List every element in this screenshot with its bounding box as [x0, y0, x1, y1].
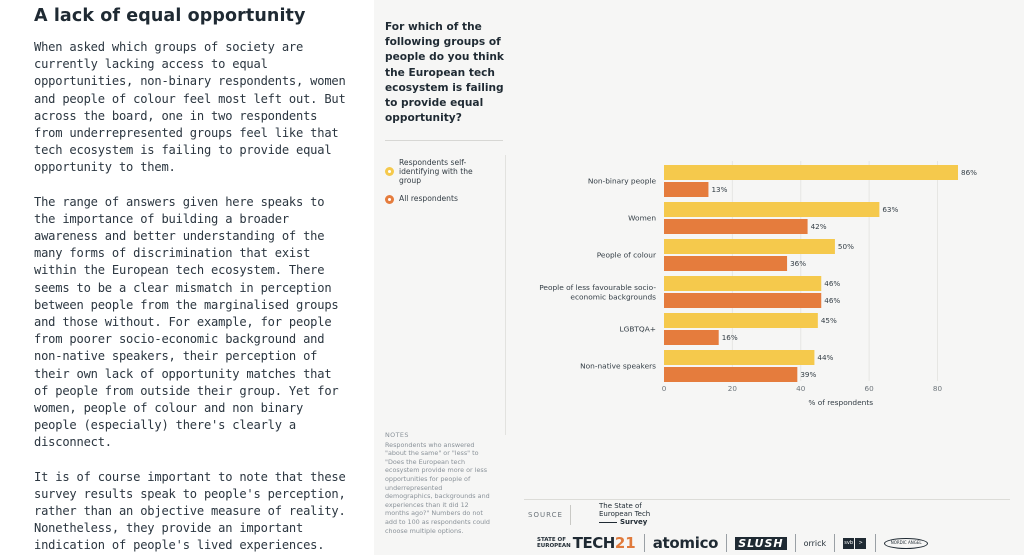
- bar-all-respondents: [664, 330, 719, 345]
- x-tick-label: 80: [933, 384, 943, 393]
- data-label: 42%: [811, 222, 827, 231]
- question-divider: [385, 140, 503, 141]
- chart-question: For which of the following groups of peo…: [385, 21, 504, 125]
- data-label: 46%: [824, 296, 840, 305]
- category-label: People of less favourable socio-economic…: [539, 283, 656, 302]
- legend-divider: [505, 155, 506, 435]
- survey-logo-line-3: Survey: [620, 518, 648, 526]
- logo-separator: [834, 534, 836, 552]
- bar-all-respondents: [664, 256, 788, 271]
- x-tick-label: 20: [728, 384, 738, 393]
- sotet-num: 21: [614, 534, 636, 552]
- bar-chart: Non-binary people 86% 13% Women 63% 42% People…: [539, 161, 977, 407]
- x-tick-label: 60: [865, 384, 875, 393]
- logo-separator: [875, 534, 877, 552]
- legend-item-self-identifying: Respondents self-identifying with the gr…: [385, 158, 495, 186]
- bar-self-identifying: [664, 239, 835, 254]
- data-label: 46%: [824, 279, 840, 288]
- category-label: Non-native speakers: [580, 362, 656, 371]
- bar-self-identifying: [664, 276, 822, 291]
- article-title: A lack of equal opportunity: [34, 6, 306, 26]
- data-label: 63%: [882, 205, 898, 214]
- nordic-angel-logo: NORDIC ANGEL: [884, 537, 929, 549]
- svb-arrow-icon: >: [855, 537, 867, 549]
- survey-logo-line-2: European Tech: [599, 510, 651, 518]
- sotet-big: TECH: [572, 534, 616, 552]
- bar-self-identifying: [664, 313, 818, 328]
- data-label: 13%: [711, 185, 727, 194]
- svb-mark: svb: [843, 537, 855, 549]
- data-label: 86%: [961, 168, 977, 177]
- bar-self-identifying: [664, 202, 880, 217]
- legend-item-all-respondents: All respondents: [385, 194, 495, 204]
- source-label: SOURCE: [528, 511, 563, 519]
- partner-logos: STATE OF EUROPEAN TECH 21 atomico SLUSH …: [537, 532, 929, 554]
- logo-separator: [726, 534, 728, 552]
- chart-notes: NOTES Respondents who answered "about th…: [385, 431, 491, 535]
- legend-dot-self-identifying: [385, 167, 394, 176]
- notes-title: NOTES: [385, 431, 409, 439]
- orrick-logo: orrick: [803, 538, 827, 548]
- svb-logo: svb >: [843, 537, 867, 549]
- sotet-small-1: STATE OF: [537, 537, 566, 543]
- article-paragraph-2: The range of answers given here speaks t…: [34, 194, 339, 450]
- bar-all-respondents: [664, 219, 808, 234]
- category-label: People of colour: [597, 251, 657, 260]
- chart-panel: For which of the following groups of peo…: [374, 0, 1024, 555]
- bar-all-respondents: [664, 182, 709, 197]
- notes-text: Respondents who answered "about the same…: [385, 440, 490, 535]
- data-label: 44%: [817, 353, 833, 362]
- category-label: Women: [628, 214, 656, 223]
- source-separator: [570, 505, 571, 525]
- data-label: 39%: [800, 370, 816, 379]
- category-label: LGBTQA+: [620, 325, 657, 334]
- bar-all-respondents: [664, 293, 822, 308]
- survey-logo-line-1: The State of: [599, 502, 642, 510]
- category-label: Non-binary people: [588, 177, 657, 186]
- data-label: 45%: [821, 316, 837, 325]
- logo-separator: [794, 534, 796, 552]
- bar-all-respondents: [664, 367, 798, 382]
- sotet-small-2: EUROPEAN: [537, 543, 571, 549]
- slush-logo: SLUSH: [735, 536, 787, 550]
- article: A lack of equal opportunity When asked w…: [34, 6, 346, 555]
- chart-legend: Respondents self-identifying with the gr…: [385, 158, 495, 212]
- data-label: 36%: [790, 259, 806, 268]
- data-label: 16%: [722, 333, 738, 342]
- x-tick-label: 40: [796, 384, 806, 393]
- legend-label-self-identifying: Respondents self-identifying with the gr…: [399, 158, 473, 186]
- survey-logo: The State of European Tech Survey: [599, 502, 650, 526]
- data-label: 50%: [838, 242, 854, 251]
- article-paragraph-3: It is of course important to note that t…: [34, 469, 346, 553]
- atomico-logo: atomico: [652, 534, 719, 552]
- state-of-european-tech-logo: STATE OF EUROPEAN TECH 21: [537, 534, 636, 552]
- footer-divider: [524, 499, 1010, 500]
- bar-self-identifying: [664, 350, 815, 365]
- x-tick-label: 0: [662, 384, 667, 393]
- article-paragraph-1: When asked which groups of society are c…: [34, 40, 346, 175]
- x-axis-label: % of respondents: [808, 398, 873, 407]
- bar-self-identifying: [664, 165, 958, 180]
- logo-separator: [643, 534, 645, 552]
- legend-dot-all-respondents: [385, 194, 394, 204]
- legend-label-all-respondents: All respondents: [399, 193, 458, 203]
